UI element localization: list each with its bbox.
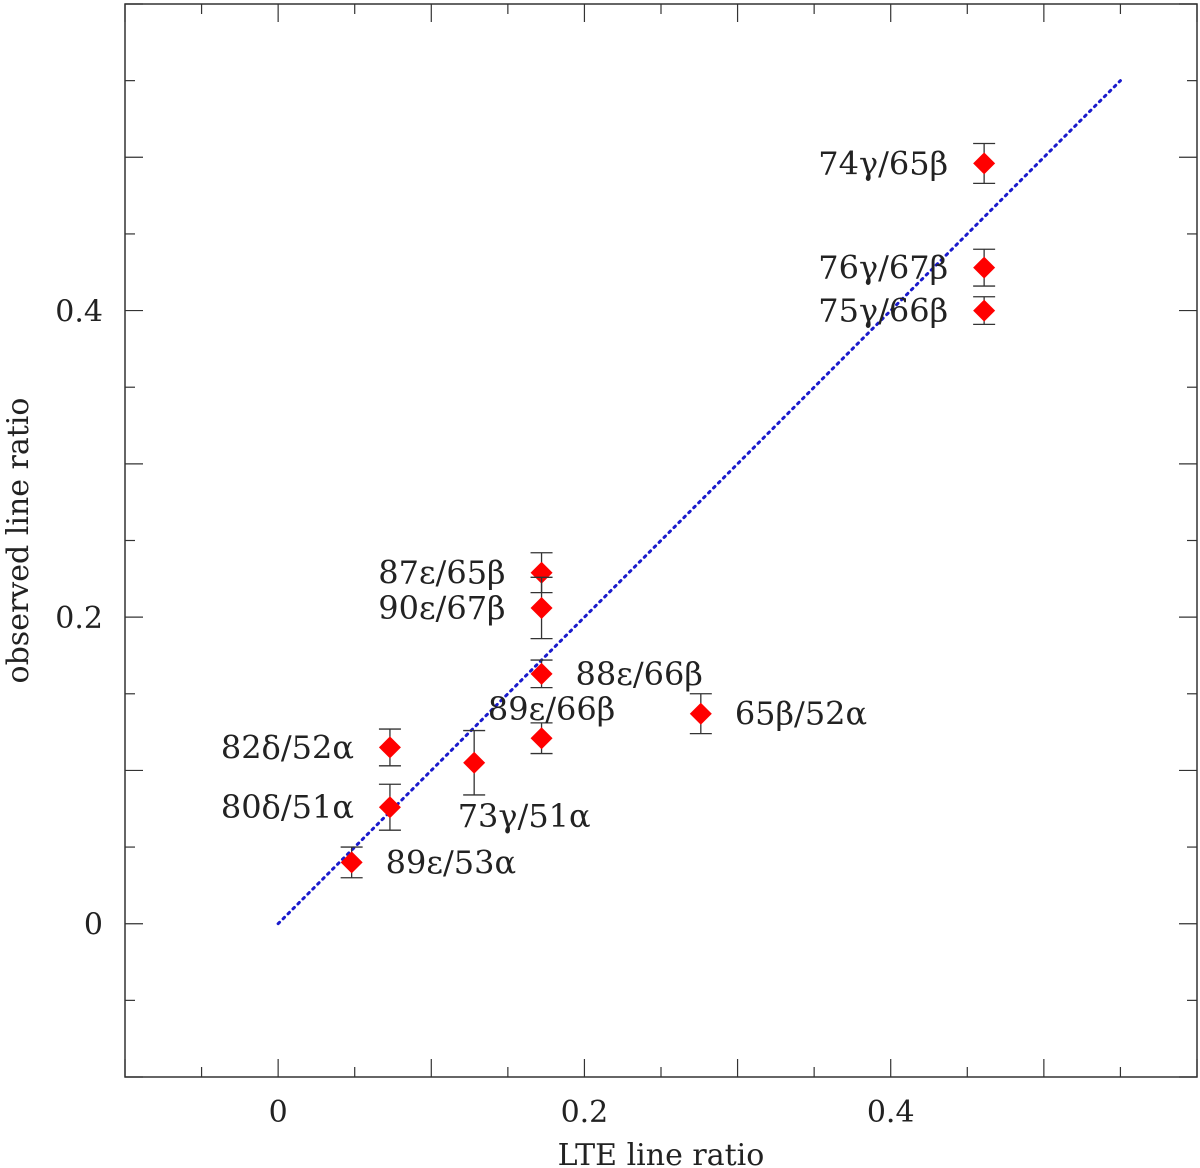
diamond-marker (530, 596, 553, 619)
data-point-label: 74γ/65β (818, 144, 948, 182)
diamond-marker (530, 662, 553, 685)
data-point-label: 80δ/51α (221, 788, 354, 826)
diamond-marker (340, 851, 363, 874)
data-point (973, 142, 996, 184)
diamond-marker (973, 152, 996, 175)
data-point (689, 693, 712, 735)
x-tick-label: 0 (269, 1095, 288, 1130)
x-tick-label: 0.4 (867, 1095, 915, 1130)
data-point (530, 576, 553, 640)
diamond-marker (530, 727, 553, 750)
x-tick-label: 0.2 (561, 1095, 609, 1130)
data-point-label: 76γ/67β (818, 249, 948, 287)
data-point-label: 75γ/66β (818, 292, 948, 330)
data-point-label: 89ε/53α (386, 843, 516, 881)
y-tick-label: 0 (84, 908, 103, 943)
data-point (973, 296, 996, 326)
data-point-label: 73γ/51α (458, 797, 591, 835)
data-point (378, 783, 401, 831)
y-axis-title: observed line ratio (1, 398, 36, 684)
diamond-marker (378, 736, 401, 759)
data-point (530, 659, 553, 689)
diamond-marker (973, 299, 996, 322)
diamond-marker (973, 256, 996, 279)
diamond-marker (463, 751, 486, 774)
y-tick-label: 0.4 (55, 295, 103, 330)
data-point-label: 89ε/66β (488, 690, 615, 728)
data-point (378, 728, 401, 767)
data-point (973, 248, 996, 287)
data-point (340, 846, 363, 879)
data-point-label: 88ε/66β (576, 655, 703, 693)
diamond-marker (378, 796, 401, 819)
data-point-label: 90ε/67β (378, 589, 505, 627)
data-point-label: 82δ/52α (221, 728, 354, 766)
y-tick-label: 0.2 (55, 601, 103, 636)
data-point-label: 87ε/65β (378, 554, 505, 592)
x-axis-title: LTE line ratio (558, 1138, 765, 1168)
one-to-one-reference-line (276, 79, 1122, 926)
diamond-marker (530, 561, 553, 584)
data-point-label: 65β/52α (735, 695, 867, 733)
data-point (463, 729, 486, 796)
diamond-marker (689, 702, 712, 725)
data-point (530, 722, 553, 755)
